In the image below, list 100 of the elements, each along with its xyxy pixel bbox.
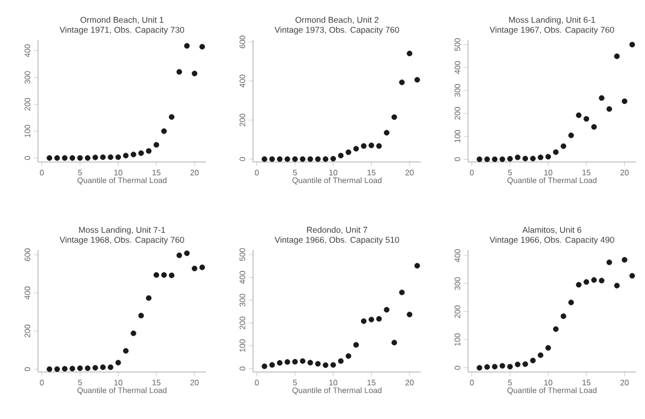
point <box>92 154 98 160</box>
point <box>622 98 628 104</box>
point <box>292 156 298 162</box>
point <box>77 365 83 371</box>
point <box>184 250 190 256</box>
point <box>360 318 367 324</box>
point <box>346 149 352 156</box>
point <box>376 316 382 322</box>
point <box>123 152 129 158</box>
point <box>507 364 513 370</box>
point <box>176 252 182 258</box>
point <box>538 154 544 160</box>
point <box>77 155 83 161</box>
point <box>530 156 536 162</box>
point <box>553 149 559 155</box>
point <box>161 272 167 278</box>
point <box>330 362 336 368</box>
point <box>307 360 314 366</box>
point <box>192 266 198 272</box>
point <box>284 359 290 365</box>
point <box>338 358 344 364</box>
point <box>262 364 268 370</box>
point <box>514 154 520 160</box>
point <box>598 95 604 101</box>
point <box>538 352 544 358</box>
chart-subtitle: Vintage 1966, Obs. Capacity 490 <box>490 236 614 244</box>
point <box>322 156 328 162</box>
point <box>492 156 498 162</box>
point <box>606 106 612 112</box>
point <box>154 142 160 148</box>
point <box>545 345 551 351</box>
point <box>414 77 420 83</box>
chart-subtitle: Vintage 1968, Obs. Capacity 760 <box>60 236 184 244</box>
point <box>322 362 328 368</box>
point <box>614 53 620 60</box>
point <box>384 306 390 313</box>
point <box>330 156 336 162</box>
point <box>376 143 382 149</box>
point <box>138 312 144 318</box>
point <box>168 114 174 120</box>
point <box>300 358 306 364</box>
chart-subtitle: Vintage 1971, Obs. Capacity 730 <box>60 26 184 34</box>
point <box>115 360 121 366</box>
point <box>168 272 174 278</box>
point <box>346 353 352 359</box>
point <box>115 154 121 160</box>
point <box>184 43 190 49</box>
point <box>199 44 205 50</box>
point <box>84 365 90 371</box>
point <box>84 155 90 161</box>
point <box>530 358 536 364</box>
point <box>300 156 306 162</box>
point <box>108 154 114 160</box>
point <box>591 277 597 283</box>
point <box>192 70 198 76</box>
point <box>146 148 152 154</box>
point <box>484 156 490 162</box>
point <box>476 364 482 371</box>
point <box>199 264 205 270</box>
point <box>368 142 374 148</box>
point <box>70 366 76 372</box>
point <box>353 146 359 152</box>
chart-title: Moss Landing, Unit 6-1 <box>509 16 596 25</box>
point <box>391 340 398 346</box>
point <box>507 156 513 162</box>
point <box>307 156 314 162</box>
point <box>606 260 612 266</box>
point <box>54 366 60 372</box>
point <box>622 257 628 263</box>
point <box>130 330 136 336</box>
point <box>368 316 374 322</box>
chart-subtitle: Vintage 1967, Obs. Capacity 760 <box>490 26 614 34</box>
point <box>568 132 574 138</box>
point <box>54 155 60 161</box>
point <box>476 156 482 162</box>
point <box>46 366 52 372</box>
point <box>154 272 160 278</box>
point <box>576 112 582 118</box>
point <box>146 295 152 301</box>
point <box>100 364 106 370</box>
point <box>70 155 76 161</box>
chart-title: Moss Landing, Unit 7-1 <box>79 226 166 235</box>
point <box>176 69 182 75</box>
point <box>522 361 528 367</box>
chart-subtitle: Vintage 1966, Obs. Capacity 510 <box>274 236 400 244</box>
chart-title: Redondo, Unit 7 <box>307 226 368 234</box>
point <box>614 282 620 288</box>
point <box>629 273 635 279</box>
point <box>284 156 290 162</box>
point <box>138 150 144 156</box>
point <box>560 313 566 319</box>
point <box>391 114 398 120</box>
point <box>338 152 344 158</box>
point <box>315 156 321 162</box>
point <box>492 364 498 370</box>
point <box>553 326 559 332</box>
point <box>353 342 359 348</box>
point <box>276 156 283 162</box>
point <box>269 156 275 162</box>
point <box>62 155 68 161</box>
